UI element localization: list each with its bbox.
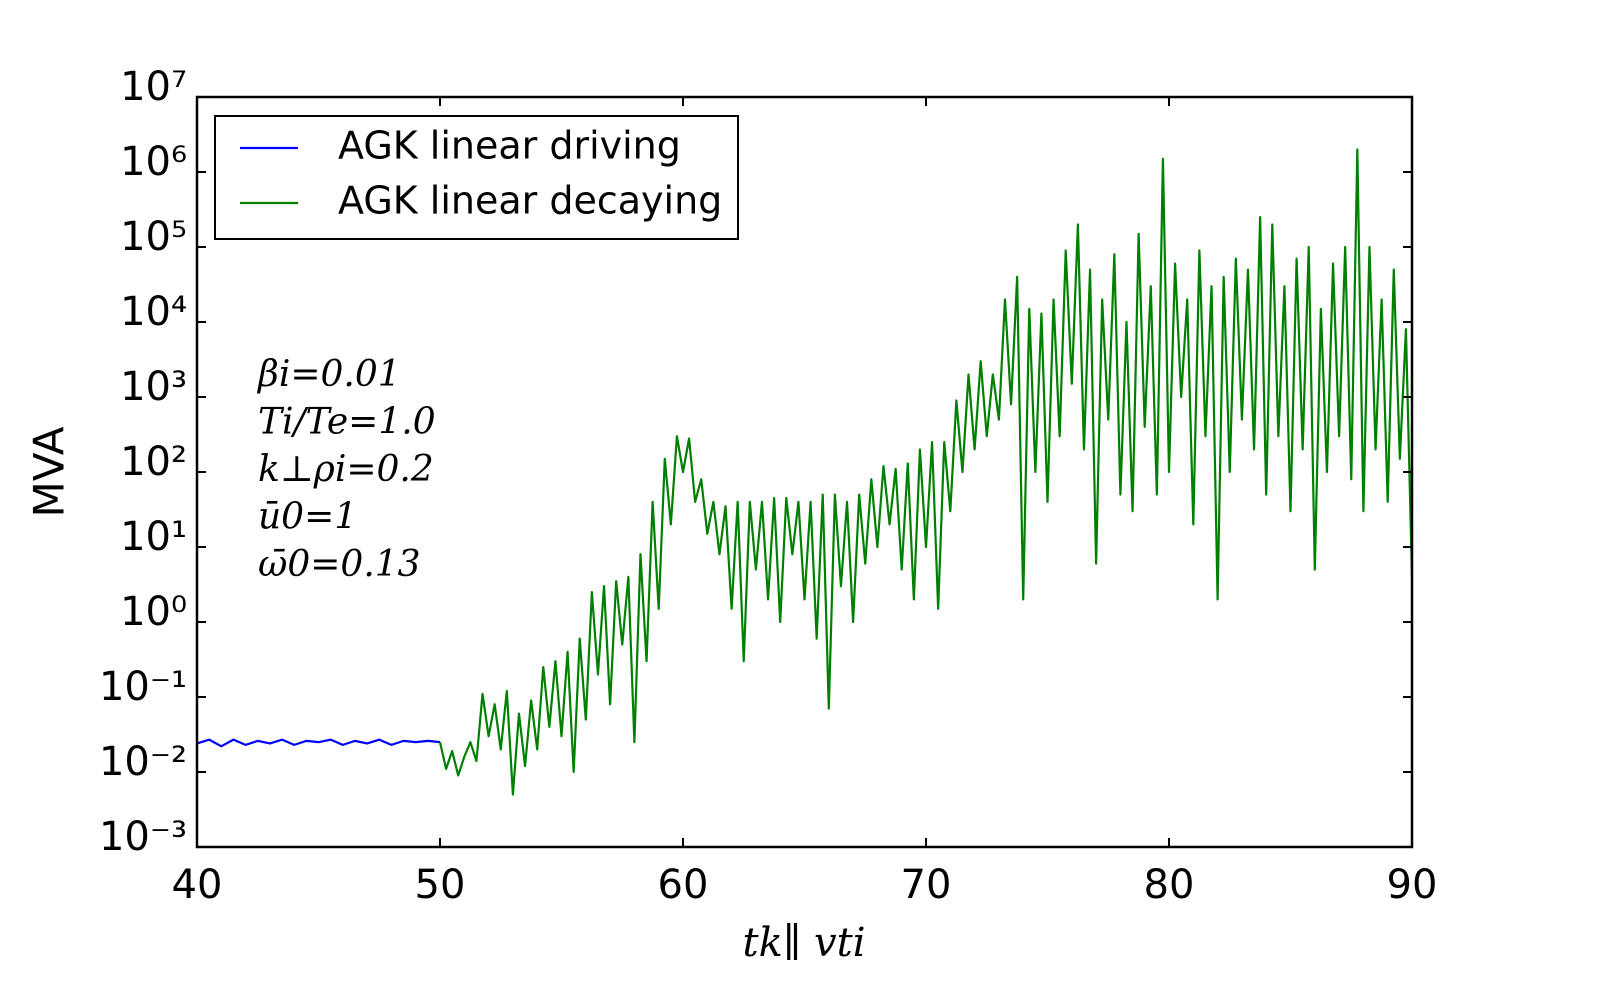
y-tick-label: 10⁷ bbox=[120, 64, 187, 110]
y-tick-label: 10⁻¹ bbox=[99, 664, 187, 710]
data-line bbox=[438, 148, 1414, 796]
x-tick-label: 80 bbox=[1144, 862, 1195, 908]
annotation: βi=0.01 bbox=[256, 354, 401, 395]
x-tick-label: 90 bbox=[1387, 862, 1438, 908]
y-tick-label: 10⁰ bbox=[120, 589, 187, 635]
y-tick-label: 10⁻² bbox=[99, 739, 187, 785]
legend-box bbox=[214, 115, 739, 240]
y-tick-label: 10⁶ bbox=[120, 139, 187, 185]
x-tick-label: 40 bbox=[172, 862, 223, 908]
y-tick-label: 10⁵ bbox=[120, 214, 187, 260]
annotation: ω̄0=0.13 bbox=[258, 544, 421, 585]
legend-label: AGK linear driving bbox=[338, 124, 681, 168]
legend-label: AGK linear decaying bbox=[338, 179, 722, 223]
x-tick-label: 50 bbox=[415, 862, 466, 908]
annotation: k⊥ρi=0.2 bbox=[258, 449, 434, 490]
annotation: Ti/Te=1.0 bbox=[258, 402, 436, 443]
y-tick-label: 10⁻³ bbox=[99, 814, 187, 860]
x-axis-label: tk∥ vti bbox=[743, 920, 866, 966]
annotation: ū0=1 bbox=[258, 497, 357, 538]
x-tick-label: 60 bbox=[658, 862, 709, 908]
y-tick-label: 10³ bbox=[120, 364, 187, 410]
y-tick-label: 10² bbox=[120, 439, 187, 485]
y-tick-label: 10⁴ bbox=[120, 289, 187, 335]
x-tick-label: 70 bbox=[901, 862, 952, 908]
y-axis-label: MVA bbox=[25, 426, 74, 517]
data-line bbox=[196, 738, 441, 748]
y-tick-label: 10¹ bbox=[120, 514, 187, 560]
